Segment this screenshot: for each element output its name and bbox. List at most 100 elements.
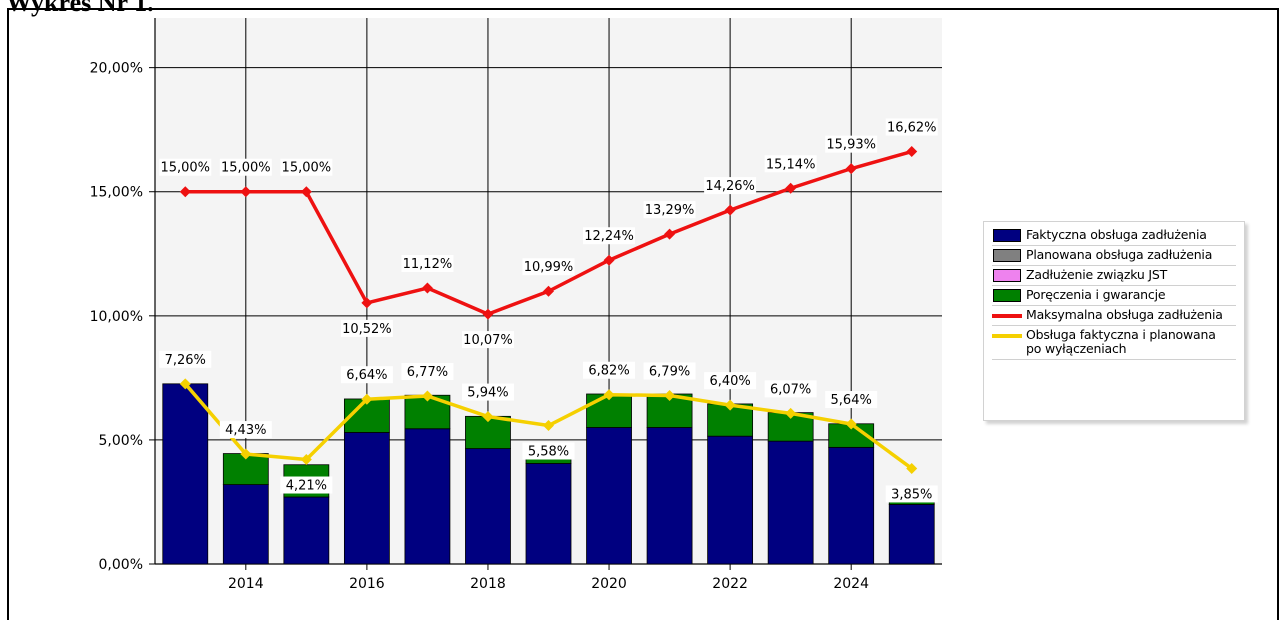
series-marker	[179, 186, 191, 198]
legend-swatch	[993, 269, 1021, 282]
series-marker	[543, 285, 554, 297]
legend-label: Maksymalna obsługa zadłużenia	[1026, 307, 1223, 322]
series-marker	[300, 454, 312, 466]
legend-swatch	[993, 289, 1021, 302]
y-tick-label: 0,00%	[99, 557, 143, 573]
series-marker	[603, 389, 615, 401]
bar-segment	[586, 427, 632, 565]
data-label: 6,79%	[649, 364, 690, 379]
data-label-bg	[764, 155, 817, 173]
data-label: 15,00%	[160, 161, 210, 176]
series-marker	[906, 462, 918, 474]
x-tick-label: 2014	[228, 576, 264, 592]
series-marker	[240, 448, 252, 460]
x-tick-label: 2016	[349, 576, 385, 592]
legend-item: Faktyczna obsługa zadłużenia	[992, 226, 1236, 246]
series-marker	[724, 204, 736, 216]
chart-frame	[7, 8, 1279, 620]
data-label: 3,85%	[891, 487, 932, 502]
bar-segment	[707, 435, 754, 565]
data-label: 15,14%	[766, 157, 816, 172]
data-label: 10,07%	[463, 333, 513, 348]
data-label: 15,93%	[826, 138, 876, 153]
data-label-bg	[461, 383, 514, 401]
data-label-bg	[643, 362, 696, 380]
series-marker	[482, 308, 494, 320]
data-label-bg	[219, 158, 272, 176]
y-tick-label: 20,00%	[90, 61, 143, 77]
series-marker	[421, 390, 433, 402]
data-label: 6,40%	[709, 374, 750, 389]
y-tick-label: 10,00%	[90, 309, 143, 325]
data-label: 4,43%	[225, 423, 266, 438]
data-label-bg	[764, 380, 817, 398]
series-marker	[482, 411, 494, 423]
series-marker	[179, 378, 191, 390]
data-label: 5,58%	[528, 445, 569, 460]
data-label-bg	[522, 442, 575, 460]
legend-item: Poręczenia i gwarancje	[992, 286, 1236, 306]
bar-segment	[888, 504, 935, 565]
data-label-bg	[340, 366, 393, 384]
legend-swatch	[993, 249, 1021, 262]
bar-segment	[222, 484, 269, 565]
series-marker	[361, 297, 373, 309]
data-label-bg	[583, 361, 636, 379]
data-label-bg	[704, 177, 757, 195]
bar-segment	[767, 440, 814, 565]
data-label-bg	[522, 258, 575, 276]
data-label: 13,29%	[645, 203, 695, 218]
data-label: 7,26%	[165, 353, 206, 368]
legend-swatch	[992, 334, 1022, 338]
data-label: 16,62%	[887, 121, 937, 136]
data-label: 15,00%	[221, 161, 271, 176]
data-label-bg	[461, 331, 514, 349]
x-tick-label: 2022	[712, 576, 748, 592]
series-marker	[785, 182, 797, 194]
bar-segment	[646, 427, 693, 565]
series-marker	[845, 163, 857, 175]
data-label-bg	[401, 362, 454, 380]
data-label-bg	[401, 255, 454, 273]
data-label: 6,07%	[770, 382, 811, 397]
legend-swatch	[992, 314, 1022, 318]
data-label-bg	[219, 421, 272, 439]
x-tick-label: 2020	[591, 576, 627, 592]
data-label: 6,82%	[588, 364, 629, 379]
data-label: 6,77%	[407, 365, 448, 380]
series-marker	[845, 418, 857, 430]
series-marker	[906, 146, 918, 158]
data-label: 12,24%	[584, 229, 634, 244]
legend-label: Zadłużenie związku JST	[1026, 267, 1168, 282]
bar-segment	[343, 432, 390, 565]
x-tick-label: 2024	[833, 576, 869, 592]
bar-segment	[283, 496, 330, 565]
data-label-bg	[885, 485, 938, 503]
data-label: 11,12%	[403, 257, 453, 272]
bar-segment	[465, 448, 511, 565]
data-label-bg	[643, 201, 696, 219]
data-label: 10,99%	[524, 260, 574, 275]
data-label: 4,21%	[286, 479, 327, 494]
series-marker	[603, 254, 615, 266]
series-marker	[361, 393, 373, 405]
series-marker	[300, 186, 312, 198]
legend-item: Planowana obsługa zadłużenia	[992, 246, 1236, 266]
data-label: 6,64%	[346, 368, 387, 383]
y-tick-label: 5,00%	[99, 433, 143, 449]
legend-label: Planowana obsługa zadłużenia	[1026, 247, 1213, 262]
series-marker	[724, 399, 736, 411]
data-label: 14,26%	[705, 179, 755, 194]
data-label-bg	[583, 227, 636, 245]
x-tick-label: 2018	[470, 576, 506, 592]
y-tick-label: 15,00%	[90, 185, 143, 201]
series-marker	[664, 389, 676, 401]
bar-segment	[525, 463, 572, 565]
legend-item: Zadłużenie związku JST	[992, 266, 1236, 286]
legend-label: Obsługa faktyczna i planowana po wyłącze…	[1026, 327, 1216, 356]
data-label-bg	[885, 118, 938, 136]
data-label-bg	[280, 158, 333, 176]
chart-legend: Faktyczna obsługa zadłużenia Planowana ob…	[983, 221, 1245, 421]
bar-segment	[404, 428, 451, 565]
data-label: 5,94%	[467, 386, 508, 401]
